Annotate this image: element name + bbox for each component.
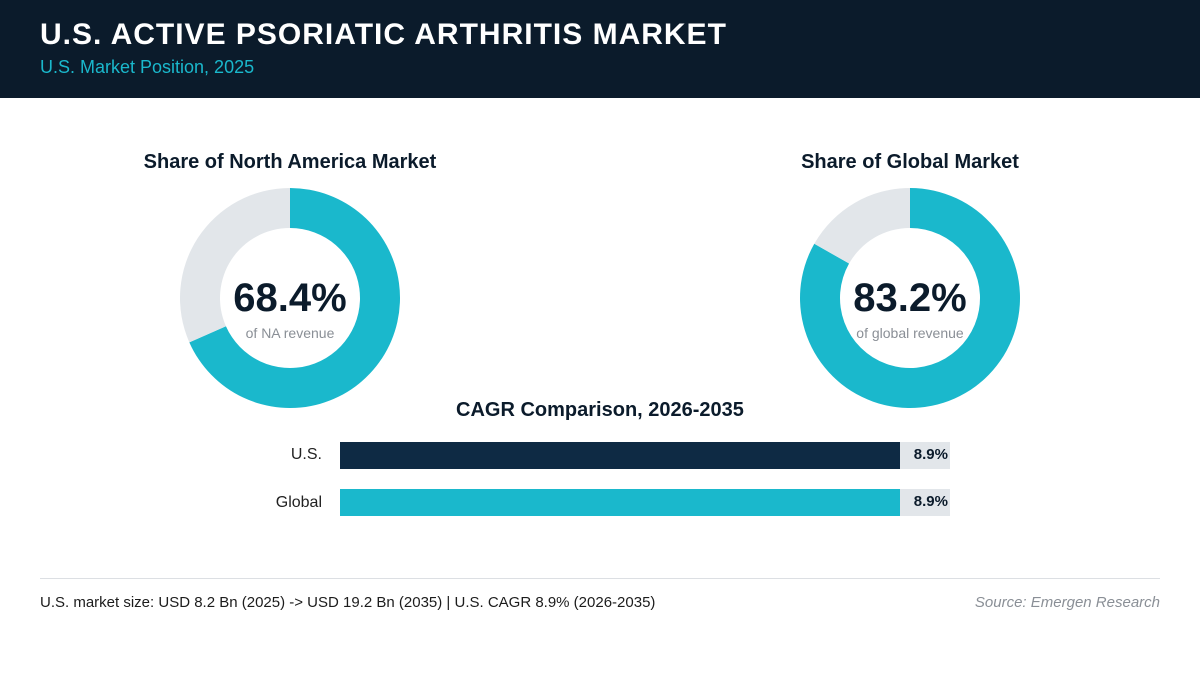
donut-slice-remainder	[180, 188, 290, 343]
bar-track-global: 8.9%	[340, 489, 950, 516]
na-share-donut	[180, 188, 400, 408]
bar-label-global: Global	[275, 494, 322, 511]
bar-value-global: 8.9%	[913, 493, 948, 510]
na-share-caption: of NA revenue	[245, 325, 335, 341]
bar-us	[340, 442, 900, 469]
footer-divider	[40, 578, 1160, 579]
na-share-value: 68.4%	[233, 276, 347, 320]
donut-slice-remainder	[814, 188, 910, 264]
global-share-value: 83.2%	[853, 276, 967, 320]
page-subtitle: U.S. Market Position, 2025	[40, 57, 255, 77]
donut-slice-share	[800, 188, 1020, 408]
cagr-chart-title: CAGR Comparison, 2026-2035	[456, 399, 744, 421]
source-credit: Source: Emergen Research	[974, 594, 1160, 611]
global-share-title: Share of Global Market	[801, 151, 1019, 173]
na-share-title: Share of North America Market	[143, 151, 437, 173]
header-banner: U.S. ACTIVE PSORIATIC ARTHRITIS MARKET U…	[0, 0, 1200, 98]
bar-value-us: 8.9%	[913, 446, 948, 463]
page-title: U.S. ACTIVE PSORIATIC ARTHRITIS MARKET	[40, 18, 727, 51]
bar-track-us: 8.9%	[340, 442, 950, 469]
footer-note: U.S. market size: USD 8.2 Bn (2025) -> U…	[40, 594, 656, 611]
bar-label-us: U.S.	[290, 446, 322, 463]
global-share-caption: of global revenue	[856, 325, 964, 341]
donut-slice-share	[189, 188, 400, 408]
bar-global	[340, 489, 900, 516]
global-share-donut	[800, 188, 1020, 408]
